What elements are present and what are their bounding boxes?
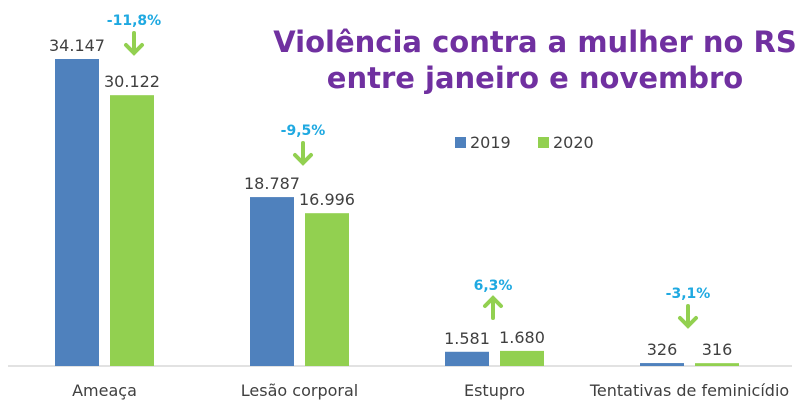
legend-swatch-2019 [455, 137, 466, 148]
legend-label-2020: 2020 [553, 133, 594, 152]
change-label: 6,3% [474, 278, 513, 294]
data-label-2020-1: 16.996 [299, 190, 355, 209]
arrow-down-icon [293, 141, 313, 166]
legend-swatch-2020 [538, 137, 549, 148]
category-label: Tentativas de feminicídio [589, 381, 789, 400]
legend-label-2019: 2019 [470, 133, 511, 152]
data-label-2020-2: 1.680 [499, 328, 545, 347]
data-label-2019-0: 34.147 [49, 36, 105, 55]
arrow-up-icon [483, 295, 503, 320]
arrow-down-icon [124, 31, 144, 56]
data-label-2019-2: 1.581 [444, 329, 490, 348]
legend: 2019 2020 [455, 133, 594, 152]
category-label: Lesão corporal [241, 381, 358, 400]
bar-2019-0 [55, 59, 99, 366]
bar-2020-0 [110, 95, 154, 367]
chart-title-line-2: entre janeiro e novembro [327, 61, 743, 95]
change-label: -11,8% [107, 13, 161, 29]
data-label-2020-0: 30.122 [104, 72, 160, 91]
category-label: Estupro [464, 381, 525, 400]
category-label: Ameaça [72, 381, 137, 400]
chart-title-line-1: Violência contra a mulher no RS [273, 25, 797, 59]
change-label: -9,5% [281, 123, 326, 139]
bar-2020-2 [500, 350, 544, 366]
change-label: -3,1% [666, 286, 711, 302]
bar-2019-1 [250, 197, 294, 366]
bar-2019-2 [445, 351, 489, 366]
bar-2019-3 [640, 363, 684, 366]
bar-2020-1 [305, 213, 349, 366]
data-label-2019-1: 18.787 [244, 174, 300, 193]
data-label-2020-3: 316 [702, 340, 733, 359]
arrow-down-icon [678, 304, 698, 329]
bar-2020-3 [695, 363, 739, 366]
data-label-2019-3: 326 [647, 340, 678, 359]
